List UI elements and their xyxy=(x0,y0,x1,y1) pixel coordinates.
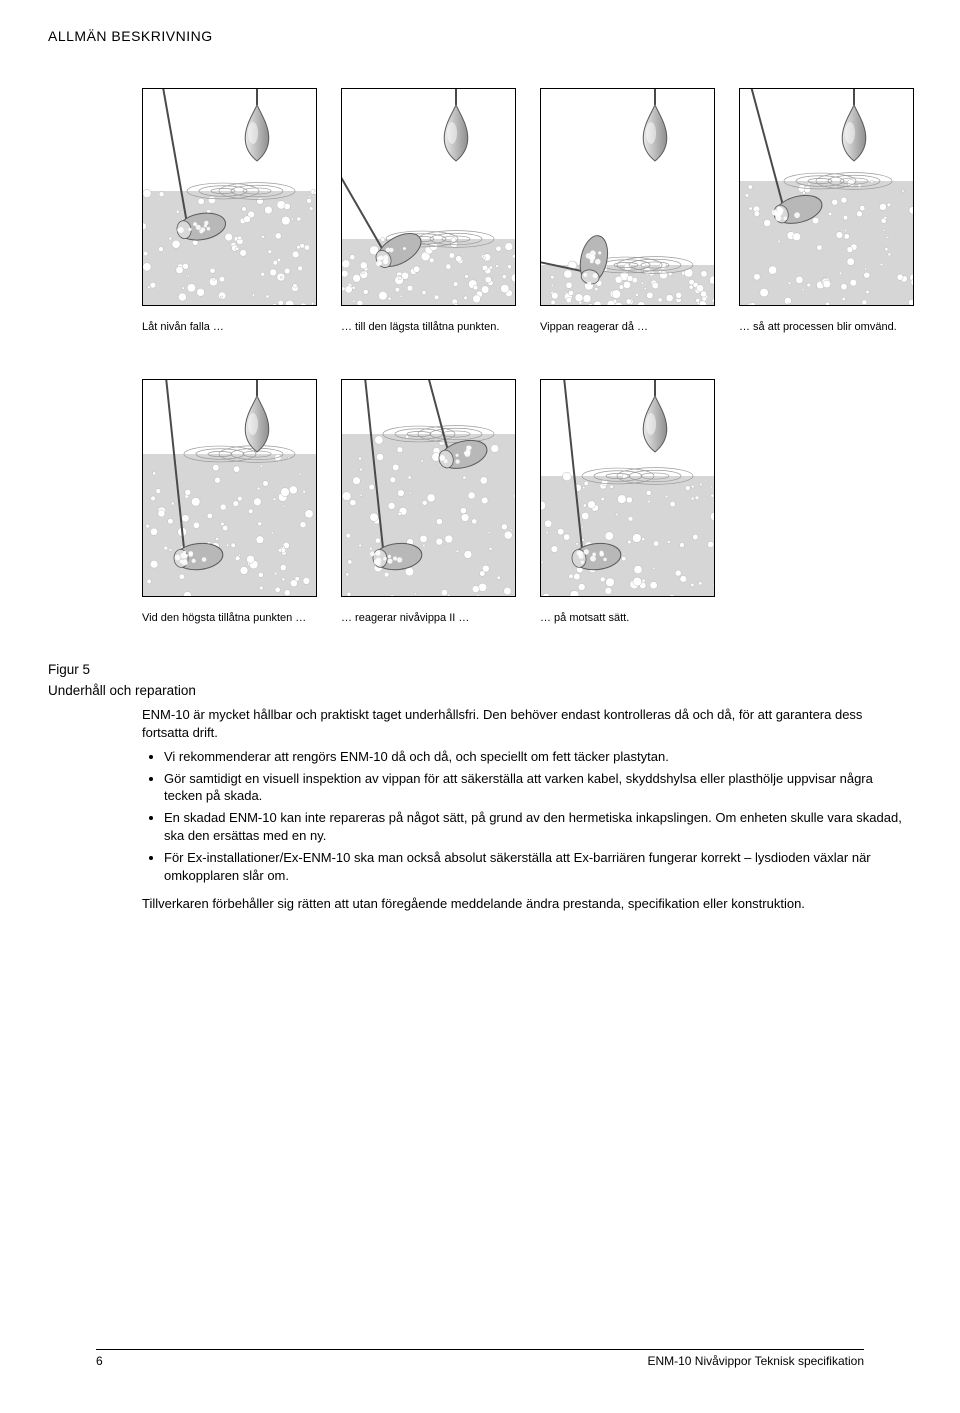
section-title: Underhåll och reparation xyxy=(48,683,912,698)
figure-caption: Vid den högsta tillåtna punkten … xyxy=(142,611,317,626)
figure-panel xyxy=(341,379,516,597)
paragraph-1: ENM-10 är mycket hållbar och praktiskt t… xyxy=(142,706,912,742)
figure-caption: … på motsatt sätt. xyxy=(540,611,715,626)
paragraph-2: Tillverkaren förbehåller sig rätten att … xyxy=(142,895,912,913)
figure-caption: … så att processen blir omvänd. xyxy=(739,320,914,335)
body-text: ENM-10 är mycket hållbar och praktiskt t… xyxy=(142,706,912,913)
figure-panel xyxy=(142,88,317,306)
figure-panel xyxy=(739,88,914,306)
figure-panel xyxy=(341,88,516,306)
bullet-item: En skadad ENM-10 kan inte repareras på n… xyxy=(164,809,912,845)
figure-caption: Låt nivån falla … xyxy=(142,320,317,335)
figure-panel xyxy=(142,379,317,597)
page-number: 6 xyxy=(96,1354,103,1368)
section-header: ALLMÄN BESKRIVNING xyxy=(48,28,912,44)
bullet-item: Vi rekommenderar att rengörs ENM-10 då o… xyxy=(164,748,912,766)
figure-panel xyxy=(540,88,715,306)
figure-caption: … till den lägsta tillåtna punkten. xyxy=(341,320,516,335)
figure-caption: … reagerar nivåvippa II … xyxy=(341,611,516,626)
bullet-item: Gör samtidigt en visuell inspektion av v… xyxy=(164,770,912,806)
page-footer: 6 ENM-10 Nivåvippor Teknisk specifikatio… xyxy=(96,1349,864,1368)
figure-label: Figur 5 xyxy=(48,662,912,677)
figure-panel xyxy=(540,379,715,597)
bullet-list: Vi rekommenderar att rengörs ENM-10 då o… xyxy=(142,748,912,886)
figure-row-1 xyxy=(142,88,912,306)
figure-caption: Vippan reagerar då … xyxy=(540,320,715,335)
caption-row-2: Vid den högsta tillåtna punkten … … reage… xyxy=(142,611,912,626)
bullet-item: För Ex-installationer/Ex-ENM-10 ska man … xyxy=(164,849,912,885)
footer-title: ENM-10 Nivåvippor Teknisk specifikation xyxy=(647,1354,864,1368)
figure-row-2 xyxy=(142,379,912,597)
caption-row-1: Låt nivån falla … … till den lägsta tillå… xyxy=(142,320,912,335)
